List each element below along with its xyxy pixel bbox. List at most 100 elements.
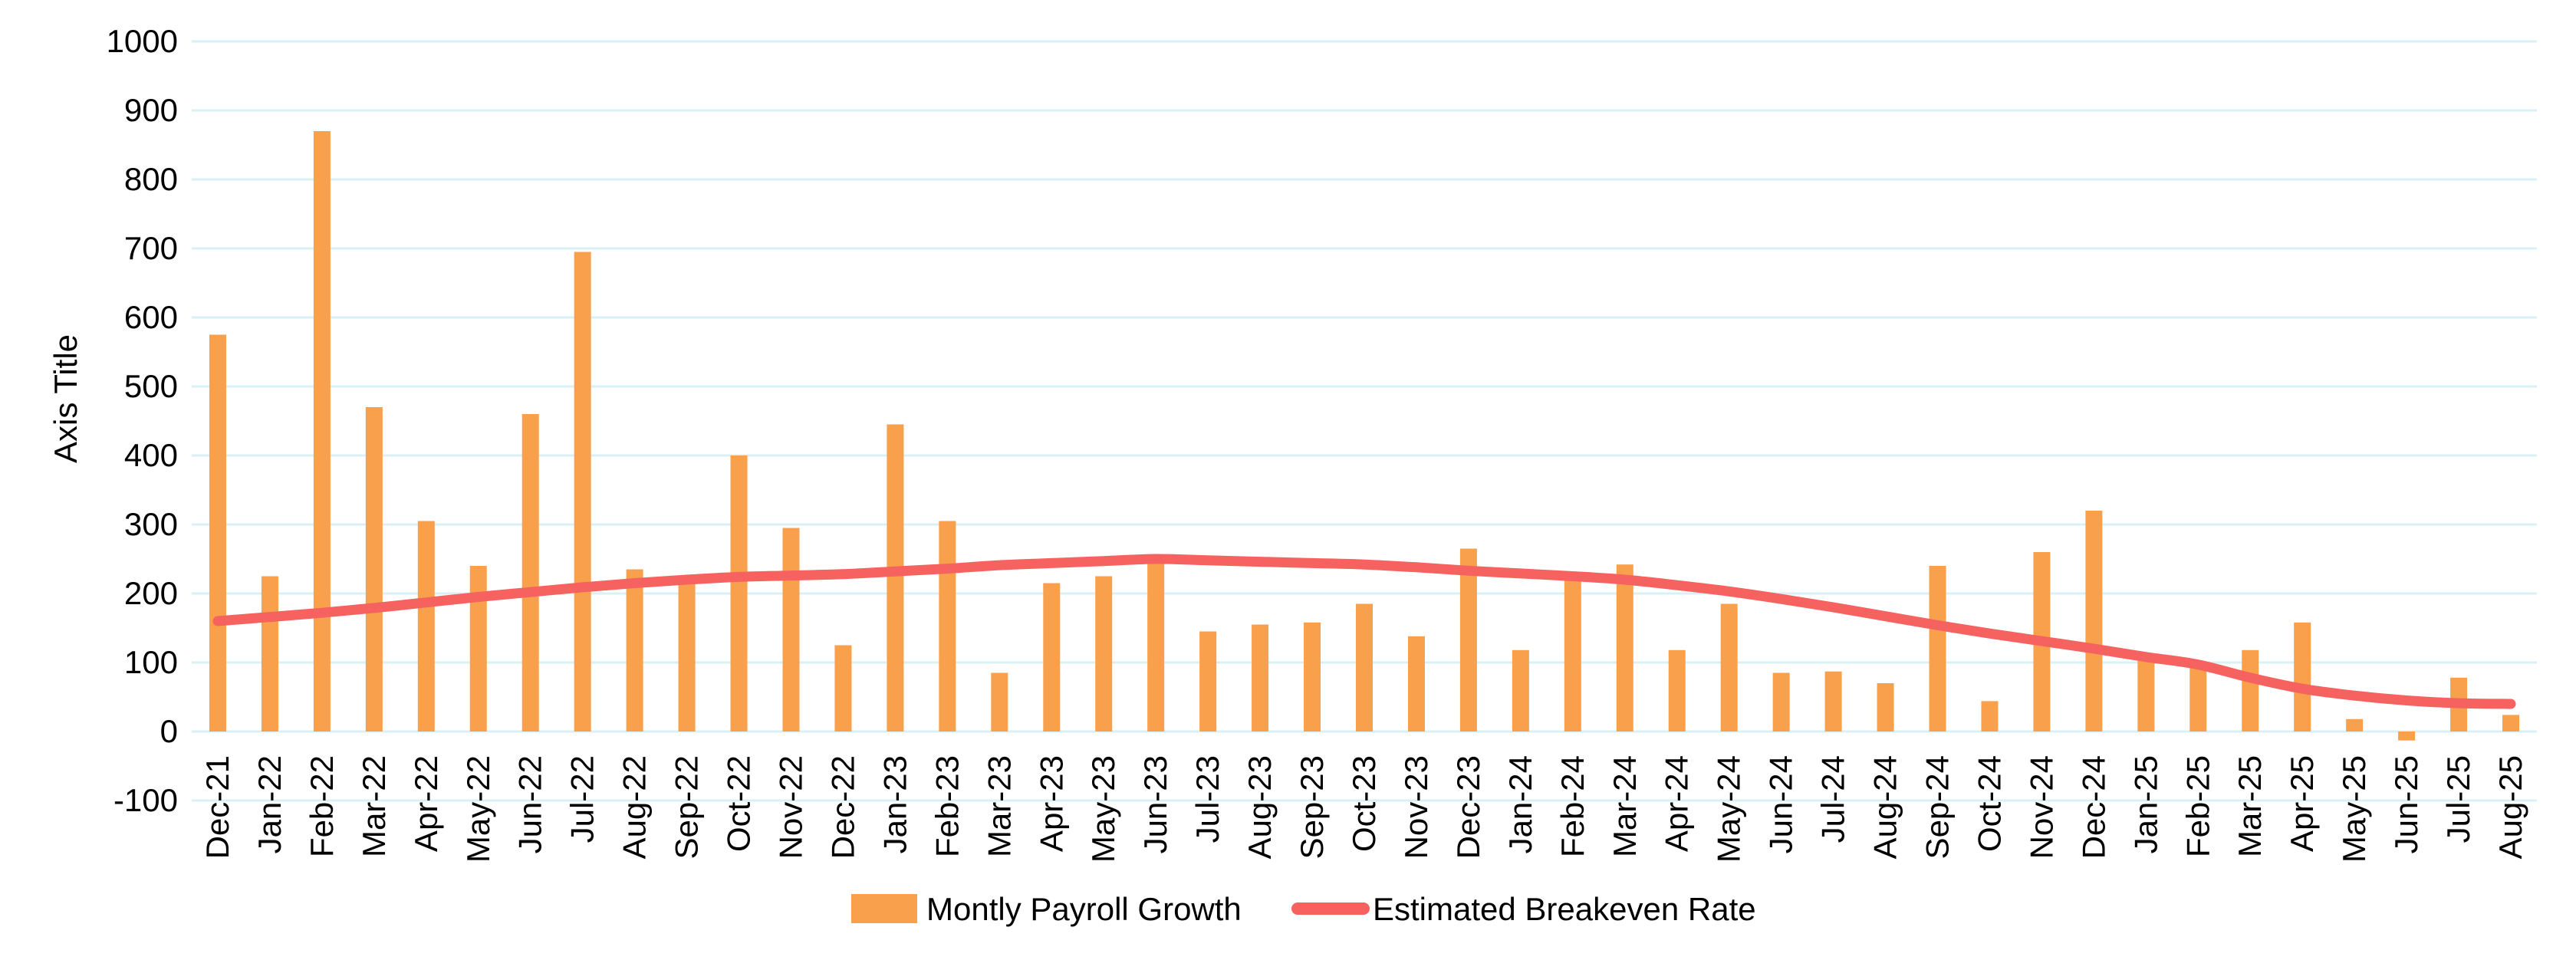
x-label-Aug-24: Aug-24 xyxy=(1867,755,1903,859)
bar-Apr-25 xyxy=(2294,622,2311,732)
bar-Sep-24 xyxy=(1929,566,1946,732)
y-tick-label-500: 500 xyxy=(124,368,178,404)
bar-May-25 xyxy=(2346,718,2364,732)
bar-Dec-24 xyxy=(2085,511,2103,732)
x-label-Jul-22: Jul-22 xyxy=(564,755,600,843)
x-label-Apr-22: Apr-22 xyxy=(408,755,444,852)
x-label-Apr-24: Apr-24 xyxy=(1659,755,1695,852)
x-label-Feb-22: Feb-22 xyxy=(304,755,340,857)
x-label-Aug-25: Aug-25 xyxy=(2492,755,2528,859)
x-label-Jan-25: Jan-25 xyxy=(2127,755,2163,853)
bar-Oct-24 xyxy=(1981,701,1999,732)
x-label-Oct-22: Oct-22 xyxy=(721,755,757,852)
x-label-Jun-22: Jun-22 xyxy=(512,755,548,853)
x-label-Oct-23: Oct-23 xyxy=(1346,755,1382,852)
x-label-Jun-25: Jun-25 xyxy=(2388,755,2424,853)
bar-series-label: Montly Payroll Growth xyxy=(926,891,1242,927)
bar-Mar-22 xyxy=(365,407,383,732)
x-label-Jan-23: Jan-23 xyxy=(877,755,913,853)
x-label-Dec-23: Dec-23 xyxy=(1450,755,1486,859)
bar-Dec-22 xyxy=(834,645,852,732)
x-label-Jan-24: Jan-24 xyxy=(1502,755,1538,853)
x-label-Dec-24: Dec-24 xyxy=(2075,755,2111,859)
bar-Jan-22 xyxy=(261,576,278,732)
bar-Nov-22 xyxy=(782,528,800,732)
x-label-Mar-24: Mar-24 xyxy=(1607,755,1643,857)
y-tick-label-0: 0 xyxy=(160,713,178,749)
x-label-Feb-25: Feb-25 xyxy=(2180,755,2216,857)
bar-Mar-23 xyxy=(991,672,1008,732)
bar-May-23 xyxy=(1095,576,1113,732)
y-tick-label-1000: 1000 xyxy=(107,23,178,59)
y-tick-label--100: -100 xyxy=(114,782,178,818)
x-label-Feb-23: Feb-23 xyxy=(929,755,965,857)
bar-Jun-22 xyxy=(521,414,539,732)
x-label-May-25: May-25 xyxy=(2336,755,2372,863)
bar-Jan-24 xyxy=(1512,649,1529,732)
x-label-Mar-22: Mar-22 xyxy=(356,755,392,857)
bar-Sep-23 xyxy=(1304,622,1321,732)
breakeven-rate-line xyxy=(212,554,2516,709)
bar-Aug-24 xyxy=(1877,683,1894,732)
x-label-Jul-24: Jul-24 xyxy=(1815,755,1851,843)
bar-Dec-21 xyxy=(209,334,226,732)
x-label-Sep-22: Sep-22 xyxy=(669,755,705,859)
y-tick-label-200: 200 xyxy=(124,575,178,611)
bar-Feb-23 xyxy=(939,521,956,732)
bar-Sep-22 xyxy=(678,583,696,732)
y-axis-title: Axis Title xyxy=(48,334,84,463)
y-tick-label-700: 700 xyxy=(124,230,178,266)
x-label-Jan-22: Jan-22 xyxy=(252,755,288,853)
x-label-Feb-24: Feb-24 xyxy=(1554,755,1591,857)
x-label-Dec-21: Dec-21 xyxy=(199,755,235,859)
bar-Mar-25 xyxy=(2242,649,2259,732)
bar-series-swatch xyxy=(851,894,917,923)
x-label-Apr-25: Apr-25 xyxy=(2284,755,2320,852)
line-series-label: Estimated Breakeven Rate xyxy=(1373,891,1756,927)
bar-Apr-23 xyxy=(1043,583,1061,732)
bar-Feb-24 xyxy=(1564,580,1581,732)
bar-Oct-22 xyxy=(730,455,748,732)
bar-Aug-23 xyxy=(1252,624,1269,732)
y-tick-label-300: 300 xyxy=(124,506,178,542)
x-label-Mar-25: Mar-25 xyxy=(2232,755,2268,857)
bar-Apr-24 xyxy=(1668,649,1686,732)
bar-May-22 xyxy=(469,566,487,732)
x-label-Aug-22: Aug-22 xyxy=(617,755,653,859)
bar-Aug-25 xyxy=(2502,715,2520,732)
x-label-Aug-23: Aug-23 xyxy=(1242,755,1278,859)
payroll-growth-bars xyxy=(209,131,2520,741)
x-label-Apr-23: Apr-23 xyxy=(1033,755,1069,852)
x-axis-category-labels: Dec-21 Jan-22 Feb-22 Mar-22 Apr-22 May-22 Jun-… xyxy=(199,755,2528,863)
x-label-Nov-24: Nov-24 xyxy=(2023,755,2059,859)
bar-Jul-24 xyxy=(1824,671,1842,732)
bar-Jan-25 xyxy=(2137,657,2155,732)
bar-Jun-23 xyxy=(1147,555,1165,732)
bar-Jun-24 xyxy=(1772,672,1790,732)
x-label-Nov-23: Nov-23 xyxy=(1398,755,1434,859)
x-label-Sep-23: Sep-23 xyxy=(1294,755,1330,859)
y-tick-label-100: 100 xyxy=(124,644,178,680)
x-label-Nov-22: Nov-22 xyxy=(772,755,808,859)
bar-Jan-23 xyxy=(887,424,904,732)
y-tick-label-400: 400 xyxy=(124,437,178,473)
breakeven-rate-line-layer xyxy=(212,554,2516,709)
bar-Jun-25 xyxy=(2398,732,2416,741)
x-label-Jul-23: Jul-23 xyxy=(1189,755,1225,843)
x-label-Jul-25: Jul-25 xyxy=(2440,755,2476,843)
bar-Jul-22 xyxy=(574,252,591,732)
x-label-Oct-24: Oct-24 xyxy=(1971,755,2007,852)
x-label-May-23: May-23 xyxy=(1085,755,1121,863)
bar-Dec-23 xyxy=(1459,548,1477,732)
bar-Nov-23 xyxy=(1407,636,1425,732)
chart-legend: Montly Payroll Growth Estimated Breakeve… xyxy=(851,891,1756,927)
bar-May-24 xyxy=(1720,603,1738,732)
x-label-Dec-22: Dec-22 xyxy=(824,755,860,859)
bar-Mar-24 xyxy=(1616,564,1633,732)
x-label-May-24: May-24 xyxy=(1711,755,1747,863)
bar-Aug-22 xyxy=(626,569,643,732)
bar-Feb-25 xyxy=(2189,662,2207,732)
y-tick-label-600: 600 xyxy=(124,299,178,335)
y-tick-label-800: 800 xyxy=(124,161,178,197)
